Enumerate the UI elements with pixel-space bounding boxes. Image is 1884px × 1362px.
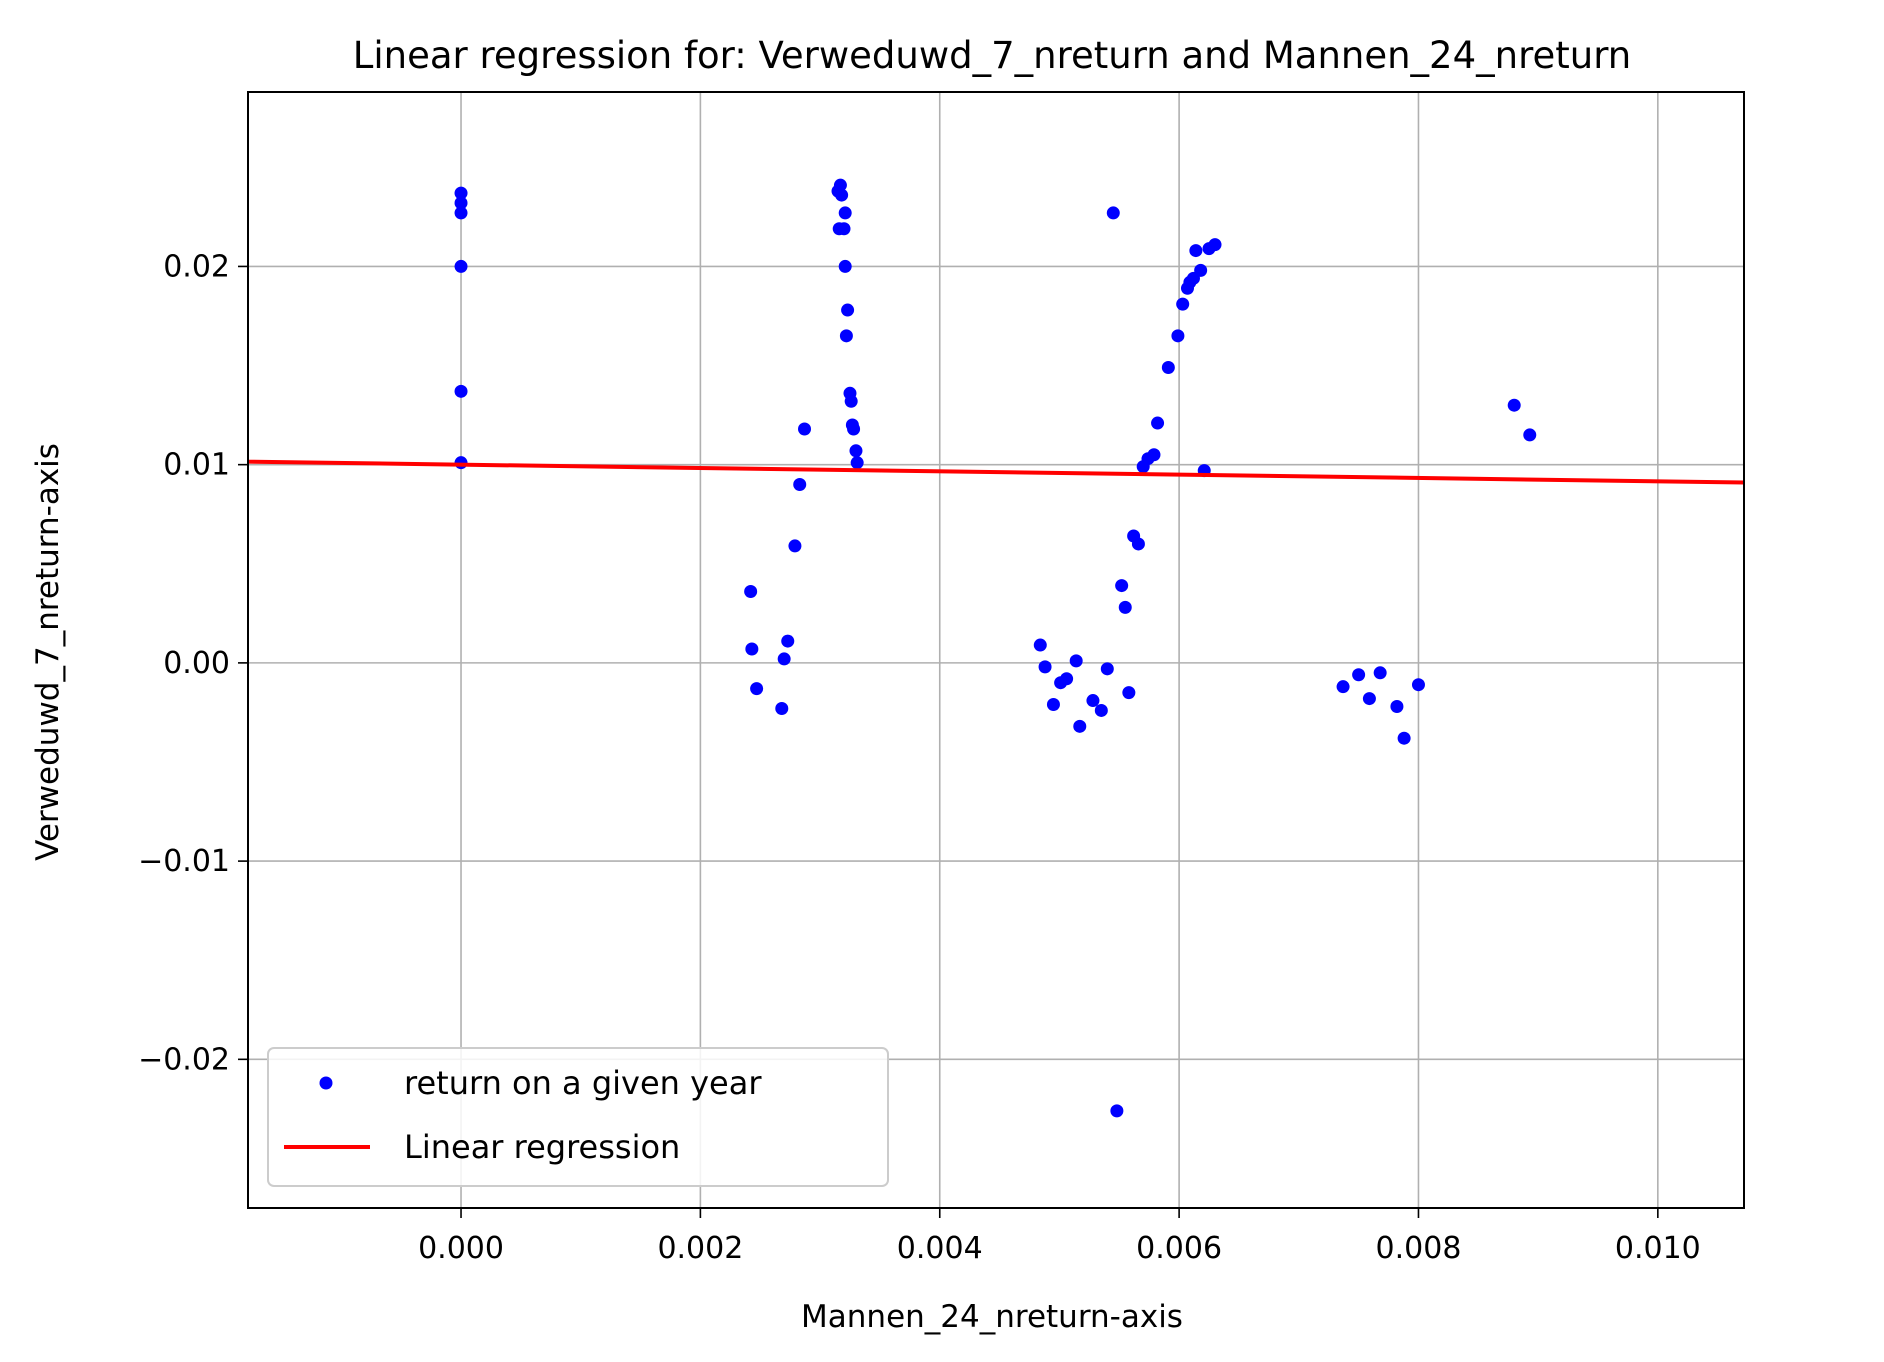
scatter-point: [1147, 448, 1161, 462]
scatter-point: [1352, 668, 1366, 682]
y-axis-label: Verweduwd_7_nreturn-axis: [30, 443, 66, 861]
scatter-point: [750, 682, 764, 696]
x-tick-label: 0.000: [418, 1231, 504, 1266]
scatter-point: [1086, 694, 1100, 708]
scatter-point: [454, 186, 468, 200]
legend-box: [267, 1047, 889, 1187]
scatter-point: [744, 585, 758, 599]
grid: [248, 92, 1744, 1208]
scatter-point: [745, 642, 759, 656]
legend-label-scatter: return on a given year: [404, 1064, 762, 1102]
scatter-point: [1507, 398, 1521, 412]
scatter-point: [844, 394, 858, 408]
scatter-point: [1038, 660, 1052, 674]
scatter-point: [1151, 416, 1165, 430]
scatter-point: [1390, 699, 1404, 713]
scatter-point: [833, 178, 847, 192]
scatter-point: [1171, 329, 1185, 343]
scatter-point: [775, 701, 789, 715]
scatter-point: [1106, 206, 1120, 220]
scatter-point: [1115, 579, 1129, 593]
scatter-point: [1336, 680, 1350, 694]
y-tick-label: 0.00: [163, 646, 230, 681]
x-tick-label: 0.004: [897, 1231, 983, 1266]
scatter-point: [1069, 654, 1083, 668]
plot-frame: [247, 91, 1745, 1209]
scatter-point: [835, 188, 849, 202]
scatter-point: [838, 259, 852, 273]
y-tick-label: 0.01: [163, 448, 230, 483]
scatter-point: [1122, 686, 1136, 700]
scatter-point: [1373, 666, 1387, 680]
scatter-point: [1131, 537, 1145, 551]
scatter-point: [1100, 662, 1114, 676]
x-axis-label: Mannen_24_nreturn-axis: [801, 1299, 1183, 1335]
scatter-point: [798, 422, 812, 436]
x-tick-label: 0.006: [1136, 1231, 1222, 1266]
scatter-point: [1397, 731, 1411, 745]
legend-label-line: Linear regression: [404, 1128, 680, 1166]
scatter-point: [1362, 692, 1376, 706]
scatter-point: [1118, 600, 1132, 614]
y-tick-label: −0.01: [138, 844, 230, 879]
scatter-point: [1046, 698, 1060, 712]
y-tick-label: 0.02: [163, 249, 230, 284]
scatter-point: [850, 456, 864, 470]
x-tick-label: 0.010: [1615, 1231, 1701, 1266]
scatter-point: [777, 652, 791, 666]
scatter-point: [839, 329, 853, 343]
scatter-point: [1094, 703, 1108, 717]
scatter-point: [1208, 238, 1222, 252]
scatter-point: [1189, 244, 1203, 258]
scatter-point: [1411, 678, 1425, 692]
scatter-point: [847, 422, 861, 436]
scatter-point: [1194, 263, 1208, 277]
scatter-point: [1176, 297, 1190, 311]
legend: return on a given year Linear regression: [267, 1047, 889, 1187]
scatter-point: [1161, 361, 1175, 375]
regression-line: [247, 459, 1745, 485]
scatter-point: [841, 303, 855, 317]
scatter-point: [838, 206, 852, 220]
scatter-point: [837, 222, 851, 236]
chart-title: Linear regression for: Verweduwd_7_nretu…: [353, 34, 1631, 77]
scatter-point: [1110, 1104, 1124, 1118]
scatter-point: [781, 634, 795, 648]
axis-ticks: 0.000 0.002 0.004 0.006 0.008 0.010 −0.02 −0.01…: [138, 249, 1701, 1266]
y-tick-label: −0.02: [138, 1042, 230, 1077]
legend-marker-scatter: [319, 1076, 333, 1090]
scatter-point: [454, 259, 468, 273]
scatter-point: [1073, 719, 1087, 733]
plot-data: [247, 178, 1745, 1118]
scatter-point: [793, 477, 807, 491]
scatter-point: [1033, 638, 1047, 652]
scatter-point: [454, 384, 468, 398]
scatter-point: [1060, 672, 1074, 686]
scatter-point: [454, 196, 468, 210]
x-tick-label: 0.002: [657, 1231, 743, 1266]
scatter-point: [788, 539, 802, 553]
scatter-point: [1523, 428, 1537, 442]
x-tick-label: 0.008: [1376, 1231, 1462, 1266]
scatter-point: [849, 444, 863, 458]
scatter-point: [454, 206, 468, 220]
